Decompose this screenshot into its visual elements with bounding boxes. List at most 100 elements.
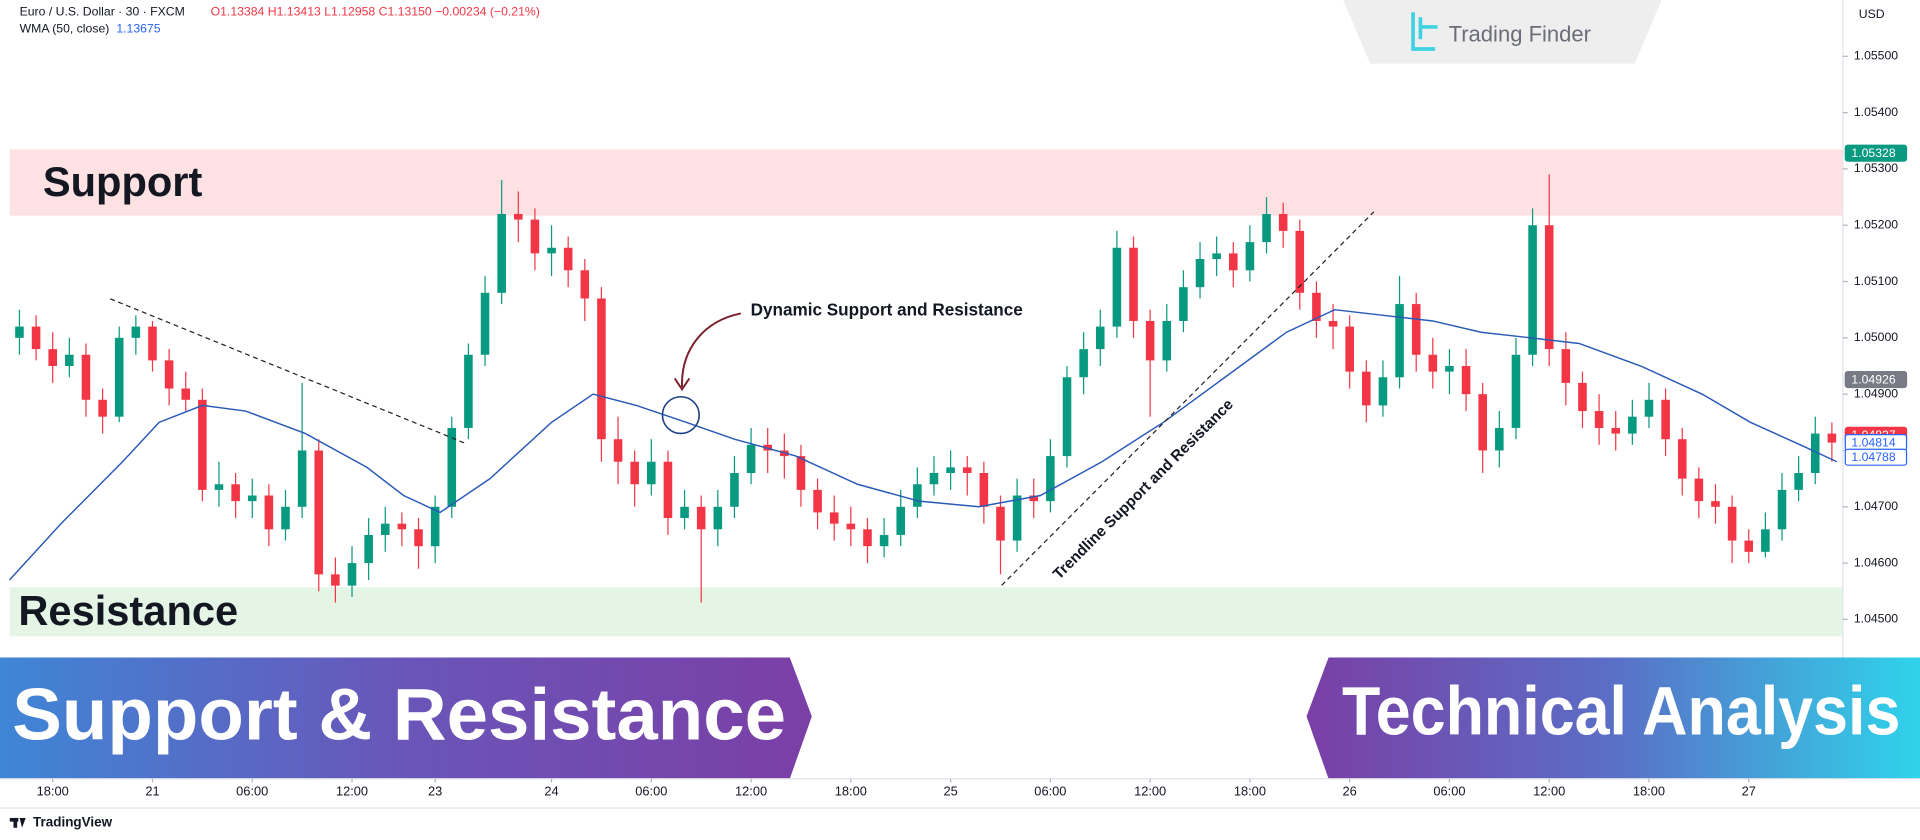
price-badge (1844, 144, 1908, 162)
candle-body (1079, 349, 1088, 378)
candle-body (879, 534, 889, 547)
candle-body (297, 450, 307, 507)
candle-body (863, 529, 872, 547)
candle-body (746, 444, 756, 473)
candle-body (131, 326, 141, 338)
candle-body (896, 506, 906, 535)
candle-body (1478, 394, 1487, 451)
x-tick-label: 21 (145, 784, 159, 799)
candle-body (1810, 433, 1820, 473)
x-tick-label: 18:00 (37, 784, 69, 799)
plot-area (8, 149, 1843, 637)
price-axis: 1.05500 1.05400 1.05300 1.05200 1.05100 1.050… (1842, 49, 1908, 682)
candle-body (1428, 354, 1438, 372)
y-tick-label: 1.04900 (1854, 386, 1898, 400)
y-tick-label: 1.05000 (1854, 330, 1898, 344)
x-tick-label: 06:00 (1433, 784, 1465, 799)
x-tick-label: 18:00 (1234, 784, 1266, 799)
banner (0, 657, 812, 779)
candle-body (580, 270, 590, 299)
candle-body (962, 467, 972, 473)
candle-body (48, 349, 57, 367)
candle-body (979, 472, 989, 507)
candle-body (1179, 287, 1188, 321)
candle-body (264, 495, 274, 530)
x-tick-label: 06:00 (236, 784, 268, 799)
candle-body (231, 484, 240, 502)
candle-body (647, 461, 656, 485)
candle-body (1578, 382, 1587, 412)
candle-body (314, 450, 324, 575)
candle-body (1777, 489, 1787, 530)
candle-body (1212, 253, 1221, 260)
banner (1306, 657, 1920, 779)
candle-body (31, 326, 41, 350)
candle-body (1378, 377, 1388, 406)
candle-body (1162, 320, 1172, 361)
candle-body (1561, 349, 1571, 383)
candle-body (114, 337, 124, 417)
candle-body (1228, 253, 1238, 271)
y-tick-label: 1.04600 (1854, 555, 1898, 569)
x-tick-label: 27 (1742, 784, 1756, 799)
x-tick-label: 23 (428, 784, 442, 799)
candle-body (364, 534, 373, 564)
x-tick-label: 06:00 (635, 784, 667, 799)
trendline (109, 298, 466, 444)
candle-body (164, 360, 174, 389)
banner-title: Support & Resistance (12, 672, 786, 755)
footer-brand: TradingView (33, 814, 113, 829)
candle-body (530, 219, 540, 254)
candle-body (15, 326, 24, 338)
price-badge (1844, 448, 1908, 466)
candle-body (597, 298, 606, 440)
candle-body (996, 506, 1005, 541)
candle-body (1262, 213, 1271, 243)
y-tick-label: 1.05200 (1854, 217, 1898, 231)
candle-body (1794, 472, 1803, 490)
candle-body (1727, 506, 1737, 541)
price-badge-label: 1.05328 (1851, 146, 1895, 160)
time-axis: 18:00 21 06:00 12:00 23 24 06:00 12:00 18:00 25 06… (37, 778, 1756, 799)
candle-body (1511, 354, 1521, 428)
annotation: Dynamic Support and Resistance (751, 300, 1023, 320)
indicator-value: 1.13675 (116, 22, 160, 36)
candle-body (397, 523, 407, 530)
candle-body (1461, 366, 1471, 395)
candle-body (1528, 225, 1537, 355)
x-tick-label: 18:00 (835, 784, 867, 799)
candle-body (198, 399, 207, 490)
candle-body (929, 472, 939, 485)
candle-body (464, 354, 473, 428)
candle-body (214, 484, 224, 490)
candle-body (1095, 326, 1105, 350)
x-tick-label: 06:00 (1034, 784, 1066, 799)
banner-title: Technical Analysis (1342, 672, 1900, 749)
candle-body (1245, 242, 1255, 271)
brand-logo (1411, 12, 1438, 51)
indicator-line (8, 308, 1838, 581)
candle-body (1029, 495, 1039, 502)
candle-body (613, 439, 623, 462)
candle-body (630, 461, 639, 485)
price-badge-label: 1.04926 (1851, 372, 1895, 386)
candle-body (1195, 259, 1205, 288)
candle-body (1145, 320, 1155, 361)
candle-body (497, 213, 506, 293)
candle-body (380, 523, 390, 535)
candle-body (1312, 292, 1321, 321)
candle-body (331, 574, 340, 586)
candle-body (1046, 456, 1055, 502)
indicator-name: WMA (50, close) (20, 22, 110, 36)
y-tick-label: 1.04500 (1854, 612, 1898, 626)
candle-body (1445, 366, 1454, 372)
candle-body (1328, 320, 1338, 327)
candle-body (1129, 247, 1138, 321)
candle-body (1362, 371, 1371, 406)
candle-body (1744, 540, 1754, 552)
price-badge-label: 1.04788 (1851, 450, 1895, 464)
price-badge (1844, 370, 1908, 389)
candle-body (1694, 478, 1704, 502)
x-tick-label: 26 (1343, 784, 1357, 799)
